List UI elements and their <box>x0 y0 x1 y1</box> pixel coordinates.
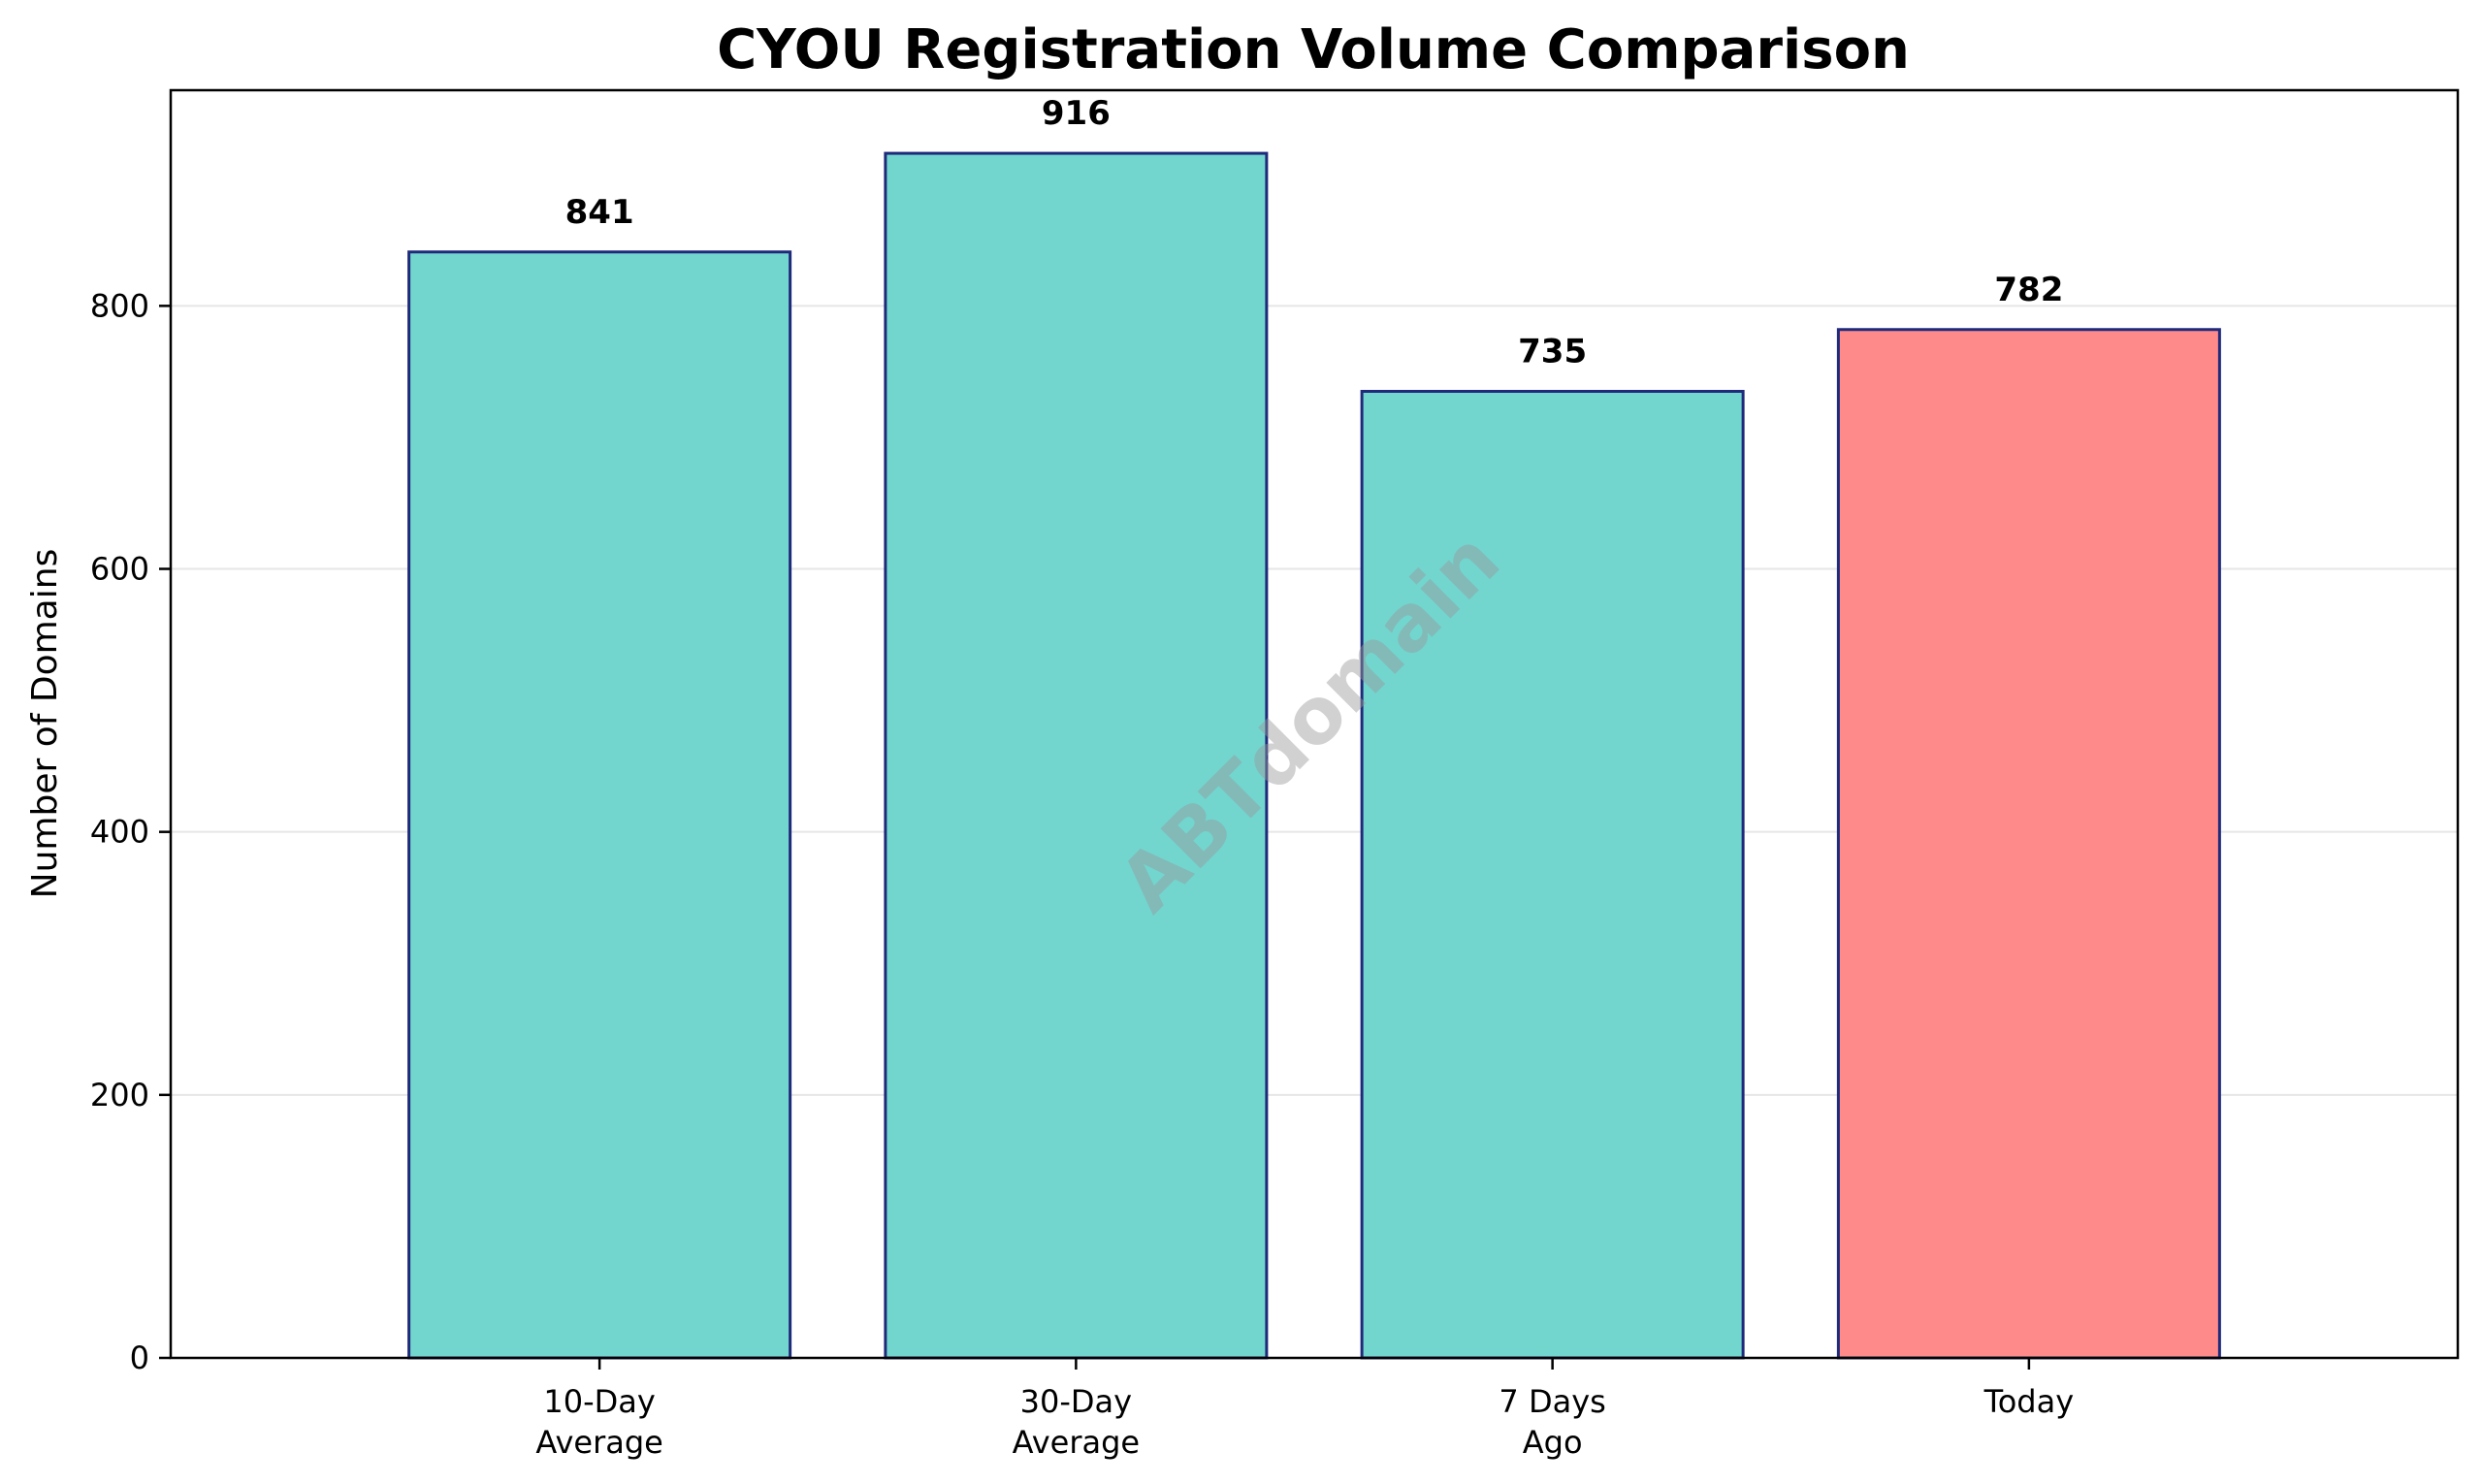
y-axis-label: Number of Domains <box>25 549 65 899</box>
x-tick-label-1: 30-Day Average <box>1013 1383 1140 1461</box>
bar-3 <box>1836 328 2221 1360</box>
value-label-2: 735 <box>1518 332 1587 371</box>
y-tick-label-600: 600 <box>90 551 149 588</box>
bars <box>407 151 2221 1360</box>
x-tick-label-line: 10-Day <box>543 1383 655 1420</box>
value-label-0: 841 <box>565 193 634 232</box>
value-labels: 841 916 735 782 <box>565 94 2064 371</box>
chart-title: CYOU Registration Volume Comparison <box>717 18 1910 81</box>
x-axis-ticks: 10-Day Average 30-Day Average 7 Days Ago Today <box>535 1358 2074 1461</box>
value-label-3: 782 <box>1994 271 2063 309</box>
y-tick-label-200: 200 <box>90 1077 149 1113</box>
x-tick-label-line: Ago <box>1523 1424 1583 1461</box>
x-tick-label-line: Today <box>1983 1383 2075 1420</box>
value-label-1: 916 <box>1042 94 1111 133</box>
bar-0 <box>407 250 792 1360</box>
y-tick-label-800: 800 <box>90 287 149 324</box>
y-tick-label-400: 400 <box>90 814 149 851</box>
x-tick-label-0: 10-Day Average <box>535 1383 662 1461</box>
bar-1 <box>884 151 1269 1360</box>
x-tick-label-line: Average <box>1013 1424 1140 1461</box>
x-tick-label-line: Average <box>535 1424 662 1461</box>
x-tick-label-line: 30-Day <box>1020 1383 1132 1420</box>
y-tick-label-0: 0 <box>130 1339 149 1376</box>
bar-2 <box>1360 389 1745 1360</box>
x-tick-label-2: 7 Days Ago <box>1499 1383 1605 1461</box>
y-axis-ticks: 0 200 400 600 800 <box>90 287 171 1376</box>
x-tick-label-line: 7 Days <box>1499 1383 1605 1420</box>
plot-frame <box>169 88 2460 1360</box>
x-tick-label-3: Today <box>1983 1383 2075 1420</box>
